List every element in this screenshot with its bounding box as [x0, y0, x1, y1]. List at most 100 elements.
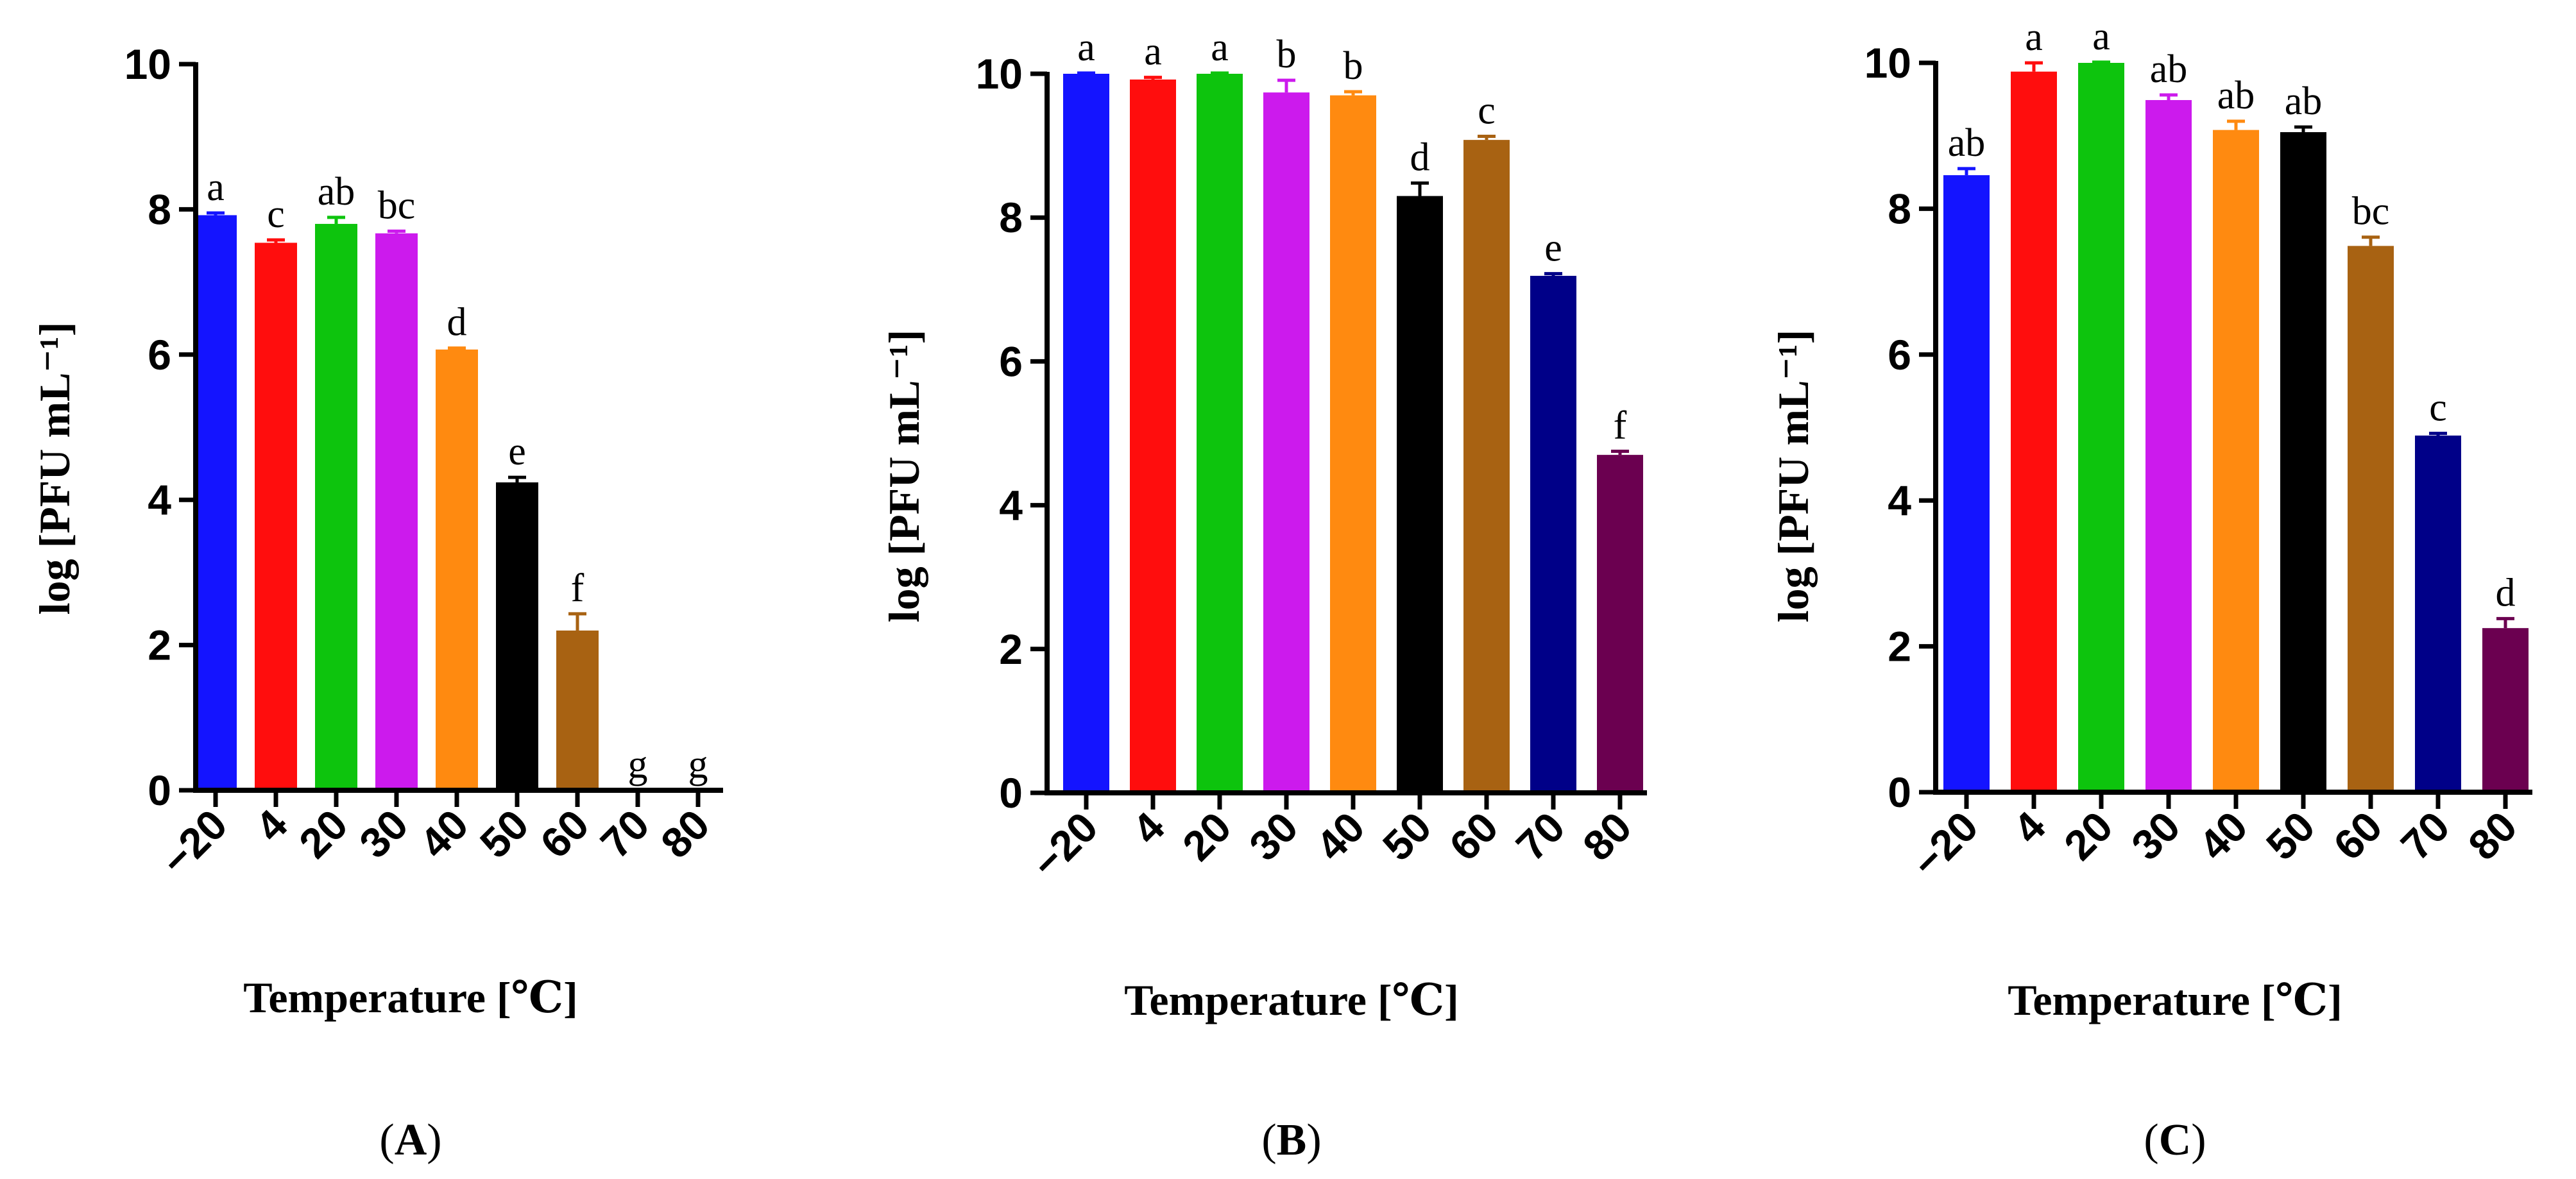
y-tick-label: 2 [1888, 623, 1911, 670]
x-axis-title: Temperature [℃] [243, 973, 578, 1022]
significance-letter: ab [2150, 47, 2188, 91]
x-tick-label: 40 [411, 801, 477, 867]
x-tick-label: 20 [2055, 802, 2122, 869]
panel-label: (B) [1261, 1115, 1321, 1165]
y-tick-label: 0 [999, 769, 1023, 817]
x-tick-label: 80 [1574, 803, 1641, 870]
x-tick-label: −20 [1022, 803, 1106, 887]
x-tick-label: 30 [1240, 803, 1307, 870]
significance-letter: ab [1948, 121, 1986, 165]
significance-letter: e [508, 430, 526, 473]
x-tick-label: 4 [1123, 802, 1173, 852]
significance-letter: g [628, 743, 648, 786]
significance-letter: bc [378, 183, 416, 227]
panel-label: (A) [379, 1115, 441, 1165]
x-tick-label: 60 [2324, 802, 2391, 869]
bar [2415, 436, 2461, 792]
y-tick-label: 0 [1888, 768, 1911, 816]
significance-letter: a [2092, 15, 2110, 58]
significance-letter: bc [2352, 190, 2390, 233]
bar [496, 482, 538, 790]
panel-label: (C) [2144, 1115, 2206, 1165]
bar [2482, 628, 2529, 792]
y-tick-label: 4 [148, 476, 171, 523]
significance-letter: a [207, 165, 225, 209]
significance-letter: a [1077, 26, 1095, 69]
x-tick-label: 20 [1173, 803, 1240, 870]
x-tick-label: 80 [652, 801, 719, 867]
y-tick-label: 2 [148, 622, 171, 669]
panel-letter: C [2159, 1115, 2192, 1165]
x-tick-label: 60 [531, 801, 598, 867]
significance-letter: c [267, 192, 285, 236]
x-tick-label: 70 [2392, 802, 2459, 869]
bar [194, 215, 237, 790]
bar [1063, 74, 1109, 793]
significance-letter: a [1211, 26, 1229, 69]
x-axis-title: Temperature [℃] [1124, 976, 1459, 1024]
y-tick-label: 8 [148, 185, 171, 233]
x-tick-label: −20 [1902, 802, 1986, 886]
bar [315, 224, 357, 790]
plot-area: a −20 a 4 a 20 b 30 b 40 d 50 c 60 e 70 f 80 0 2 4 6 8 10 [976, 26, 1647, 887]
x-tick-label: 50 [471, 801, 538, 867]
bar [1530, 276, 1576, 793]
x-tick-label: 40 [2190, 802, 2256, 869]
bar [1943, 175, 1990, 792]
significance-letter: a [2025, 15, 2043, 59]
panel-b: log [PFU mL⁻¹] a−20a4a20b30b40d50c60e70f… [880, 26, 1647, 1165]
y-tick-label: 8 [999, 194, 1023, 241]
bar [1197, 74, 1243, 793]
bar [1130, 79, 1176, 793]
y-tick-label: 6 [999, 337, 1023, 385]
y-tick-label: 10 [1864, 39, 1911, 87]
x-tick-label: 50 [2257, 802, 2324, 869]
y-axis-title: log [PFU mL⁻¹] [30, 322, 79, 615]
bar [2213, 130, 2259, 792]
panel-a: log [PFU mL⁻¹] a−20c4ab20bc30d40e50f60g7… [30, 40, 723, 1165]
y-tick-label: 4 [999, 482, 1023, 529]
significance-letter: ab [2217, 74, 2255, 117]
bar [436, 349, 478, 790]
y-tick-label: 8 [1888, 185, 1911, 232]
bar [556, 630, 599, 790]
x-tick-label: 50 [1374, 803, 1440, 870]
bar [1397, 196, 1443, 793]
significance-letter: e [1544, 226, 1562, 270]
x-tick-label: 80 [2459, 802, 2526, 869]
y-tick-label: 6 [148, 331, 171, 378]
significance-letter: b [1277, 33, 1297, 76]
y-axis-title: log [PFU mL⁻¹] [880, 330, 928, 623]
bar [2011, 71, 2057, 792]
significance-letter: d [1410, 135, 1430, 179]
x-tick-label: 4 [2004, 802, 2054, 852]
significance-letter: c [2429, 386, 2447, 430]
x-tick-label: 30 [350, 801, 417, 867]
y-tick-label: 4 [1888, 477, 1911, 524]
x-tick-label: 70 [592, 801, 658, 867]
panel-letter: B [1277, 1115, 1307, 1165]
y-tick-label: 6 [1888, 331, 1911, 378]
bar [255, 242, 297, 790]
bar [2280, 132, 2326, 792]
x-tick-label: 70 [1507, 803, 1574, 870]
significance-letter: a [1144, 30, 1162, 74]
x-tick-label: 40 [1307, 803, 1374, 870]
x-axis-title: Temperature [℃] [2008, 976, 2342, 1024]
y-tick-label: 2 [999, 625, 1023, 673]
significance-letter: ab [2285, 80, 2323, 123]
significance-letter: c [1478, 89, 1496, 133]
significance-letter: f [571, 566, 584, 610]
significance-letter: d [447, 301, 467, 344]
bar [1463, 140, 1510, 793]
y-tick-label: 0 [148, 767, 171, 814]
y-axis-title: log [PFU mL⁻¹] [1769, 330, 1818, 623]
x-tick-label: 20 [290, 801, 357, 867]
bar [1597, 455, 1643, 793]
x-tick-label: 4 [246, 800, 296, 850]
significance-letter: d [2496, 571, 2516, 615]
x-tick-label: 30 [2122, 802, 2189, 869]
significance-letter: g [688, 743, 708, 786]
